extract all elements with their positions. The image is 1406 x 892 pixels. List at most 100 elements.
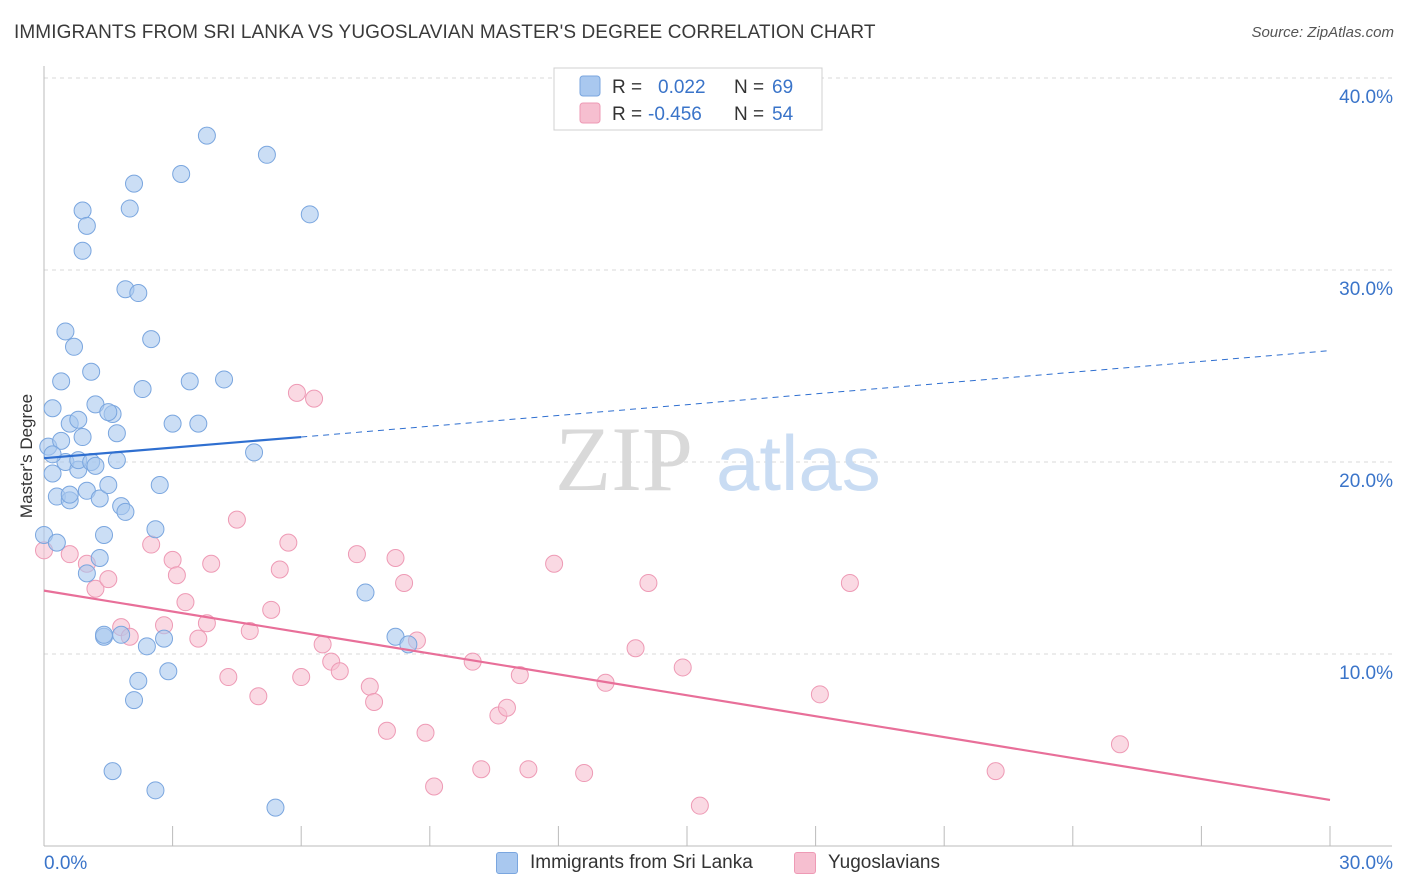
- data-point-sri-lanka: [120, 199, 139, 218]
- legend-n-label-2: N =: [734, 104, 764, 125]
- watermark-atlas: atlas: [716, 419, 881, 507]
- data-point-sri-lanka: [56, 322, 75, 341]
- data-point-yugoslavians: [270, 560, 289, 579]
- data-point-sri-lanka: [112, 625, 131, 644]
- data-point-yugoslavians: [240, 621, 259, 640]
- y-tick-label: 40.0%: [1339, 87, 1393, 108]
- data-point-yugoslavians: [287, 383, 306, 402]
- data-point-yugoslavians: [330, 662, 349, 681]
- data-point-sri-lanka: [257, 145, 276, 164]
- data-point-yugoslavians: [189, 629, 208, 648]
- data-point-yugoslavians: [386, 549, 405, 567]
- data-point-sri-lanka: [125, 691, 144, 710]
- data-point-yugoslavians: [176, 593, 195, 612]
- data-point-yugoslavians: [575, 764, 594, 783]
- x-tick-label: 30.0%: [1339, 853, 1393, 874]
- data-point-sri-lanka: [155, 629, 174, 648]
- data-point-sri-lanka: [142, 330, 161, 349]
- legend-n-value-2: 54: [772, 104, 794, 125]
- data-point-yugoslavians: [262, 600, 281, 619]
- data-point-sri-lanka: [146, 520, 165, 539]
- legend-label-yugoslavians: Yugoslavians: [828, 852, 940, 873]
- data-point-yugoslavians: [202, 554, 221, 573]
- y-tick-labels: 10.0% 20.0% 30.0% 40.0%: [1339, 87, 1393, 684]
- data-point-yugoslavians: [360, 677, 379, 696]
- data-point-sri-lanka: [116, 502, 135, 521]
- data-point-sri-lanka: [43, 445, 62, 464]
- data-point-yugoslavians: [497, 698, 516, 717]
- data-point-sri-lanka: [129, 671, 148, 690]
- data-point-sri-lanka: [95, 625, 114, 644]
- data-point-yugoslavians: [292, 668, 311, 687]
- data-point-yugoslavians: [986, 762, 1005, 781]
- data-point-sri-lanka: [125, 174, 144, 193]
- legend-r-value-2: -0.456: [648, 104, 702, 125]
- data-point-yugoslavians: [142, 535, 161, 554]
- data-point-sri-lanka: [86, 456, 105, 475]
- data-point-sri-lanka: [43, 464, 62, 483]
- data-point-yugoslavians: [86, 579, 105, 598]
- data-point-sri-lanka: [77, 216, 96, 235]
- legend-r-value-1: 0.022: [658, 77, 706, 98]
- watermark-zip: ZIP: [555, 408, 693, 510]
- legend-r-label-1: R =: [612, 77, 642, 98]
- data-point-yugoslavians: [416, 723, 435, 742]
- data-point-yugoslavians: [425, 777, 444, 796]
- data-point-sri-lanka: [300, 205, 319, 224]
- data-point-sri-lanka: [77, 564, 96, 583]
- data-point-yugoslavians: [1110, 735, 1129, 754]
- data-point-yugoslavians: [219, 668, 238, 687]
- data-point-yugoslavians: [810, 685, 829, 704]
- data-point-yugoslavians: [395, 573, 414, 592]
- y-tick-label: 20.0%: [1339, 471, 1393, 492]
- data-point-sri-lanka: [137, 637, 156, 656]
- data-point-yugoslavians: [279, 533, 298, 552]
- data-point-yugoslavians: [377, 721, 396, 740]
- data-point-sri-lanka: [107, 424, 126, 443]
- data-point-yugoslavians: [305, 389, 324, 408]
- data-point-yugoslavians: [472, 760, 491, 779]
- data-point-sri-lanka: [159, 662, 178, 681]
- data-point-yugoslavians: [197, 614, 216, 633]
- legend-label-sri-lanka: Immigrants from Sri Lanka: [530, 852, 753, 873]
- data-point-yugoslavians: [163, 550, 182, 569]
- data-point-sri-lanka: [47, 533, 66, 552]
- watermark: ZIP atlas: [555, 408, 881, 510]
- legend-n-value-1: 69: [772, 77, 793, 98]
- data-point-sri-lanka: [245, 443, 264, 462]
- data-point-yugoslavians: [510, 666, 529, 685]
- trend-line-sri-lanka-extension: [301, 350, 1331, 438]
- data-point-sri-lanka: [52, 431, 71, 450]
- grid-lines: [44, 77, 1392, 655]
- data-point-yugoslavians: [673, 658, 692, 677]
- legend-n-label-1: N =: [734, 77, 764, 98]
- data-point-sri-lanka: [99, 403, 118, 422]
- data-point-sri-lanka: [163, 414, 182, 433]
- data-point-sri-lanka: [69, 410, 88, 429]
- data-point-sri-lanka: [90, 549, 109, 567]
- trend-lines: [43, 350, 1331, 802]
- data-point-sri-lanka: [146, 781, 165, 800]
- data-point-sri-lanka: [189, 414, 208, 433]
- data-point-yugoslavians: [60, 545, 79, 564]
- data-point-sri-lanka: [215, 370, 234, 389]
- data-point-sri-lanka: [90, 489, 109, 508]
- trend-line-sri-lanka: [43, 435, 302, 460]
- data-point-sri-lanka: [266, 798, 285, 817]
- data-point-yugoslavians: [365, 693, 384, 711]
- y-tick-label: 30.0%: [1339, 279, 1393, 300]
- data-point-yugoslavians: [840, 573, 859, 592]
- data-point-sri-lanka: [103, 762, 122, 781]
- y-axis-label: Master's Degree: [17, 394, 36, 518]
- data-point-yugoslavians: [313, 635, 332, 654]
- data-point-sri-lanka: [197, 126, 216, 145]
- legend-r-label-2: R =: [612, 104, 642, 125]
- data-point-sri-lanka: [150, 476, 169, 495]
- x-tick-labels: 0.0% 30.0%: [44, 853, 1393, 874]
- data-point-yugoslavians: [249, 687, 268, 706]
- data-point-sri-lanka: [133, 380, 152, 399]
- legend-item-sri-lanka: Immigrants from Sri Lanka: [496, 852, 753, 874]
- data-point-sri-lanka: [73, 428, 92, 447]
- data-point-yugoslavians: [545, 554, 564, 573]
